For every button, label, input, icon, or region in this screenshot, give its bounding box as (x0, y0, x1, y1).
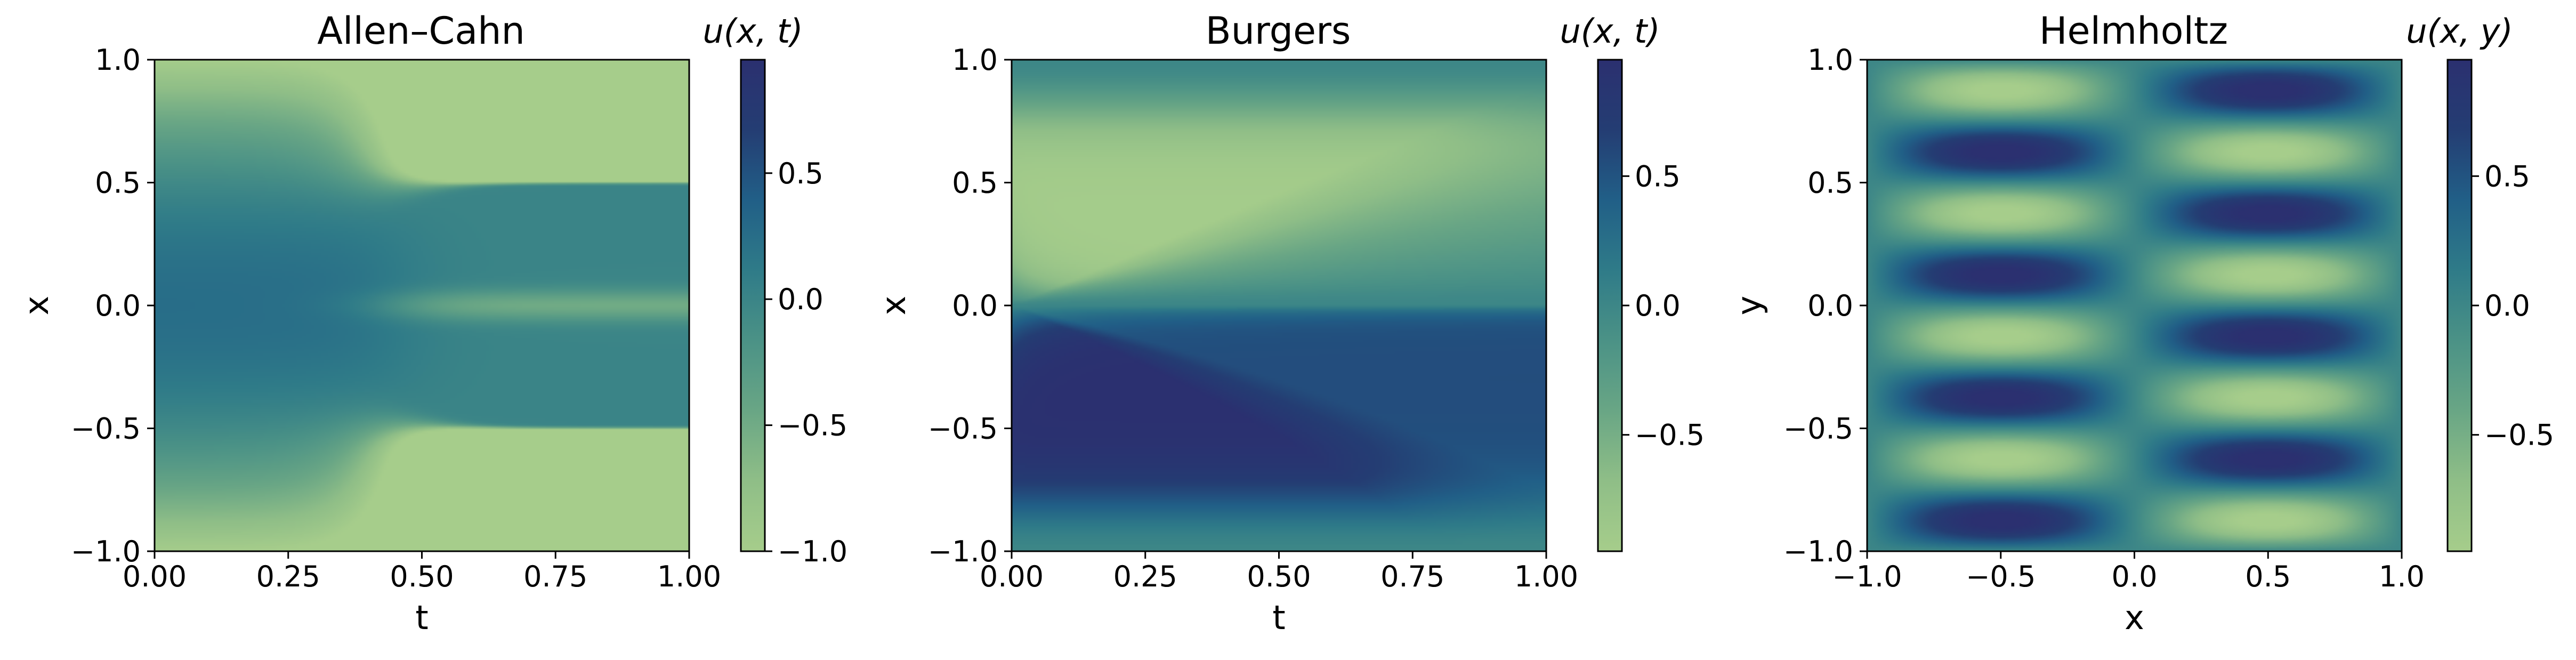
y-tick-label: 0.5 (1807, 166, 1853, 200)
y-tick-label: −0.5 (928, 412, 998, 446)
heatmap-image (1012, 60, 1546, 551)
y-tick-label: −1.0 (1783, 535, 1853, 568)
x-tick-label: 0.25 (1113, 560, 1177, 593)
y-tick-label: 0.0 (95, 289, 141, 323)
x-tick-label: 1.0 (2379, 560, 2425, 593)
colorbar-tick-label: 0.5 (2484, 159, 2530, 193)
chart-panel-3: −1.0 −0.5 0.0 0.5 1.0 −1.0 −0.5 0.0 0.5 1.0 Helmho… (1730, 9, 2554, 637)
x-tick-label: −1.0 (1832, 560, 1902, 593)
colorbar-tick-label: −0.5 (2484, 418, 2554, 452)
colorbar (2446, 59, 2473, 552)
x-tick-label: 0.25 (256, 560, 320, 593)
x-tick-label: 0.0 (2112, 560, 2158, 593)
heatmap-image (155, 60, 689, 551)
chart-panel-2: 0.00 0.25 0.50 0.75 1.00 −1.0 −0.5 0.0 0.5 1.0 Bur… (874, 9, 1705, 637)
y-tick-label: −1.0 (71, 535, 141, 568)
colorbar-label: u(x, t) (702, 12, 803, 51)
colorbar-label: u(x, t) (1560, 12, 1660, 51)
x-tick-label: 0.50 (390, 560, 454, 593)
y-axis-label: x (874, 296, 913, 316)
colorbar-tick-label: −1.0 (778, 535, 847, 568)
x-tick-label: 0.75 (1380, 560, 1444, 593)
y-axis-label: y (1730, 296, 1769, 316)
x-axis-label: t (1272, 598, 1285, 637)
x-tick-label: 0.75 (523, 560, 587, 593)
y-tick-label: 0.0 (952, 289, 998, 323)
x-tick-label: 0.50 (1247, 560, 1311, 593)
x-tick-label: 1.00 (1514, 560, 1578, 593)
chart-title: Burgers (1206, 9, 1351, 53)
colorbar-tick-label: −0.5 (1635, 418, 1705, 452)
chart-title: Allen–Cahn (317, 9, 525, 53)
x-tick-label: 1.00 (657, 560, 721, 593)
x-tick-label: 0.5 (2245, 560, 2291, 593)
colorbar-label: u(x, y) (2406, 12, 2513, 51)
y-tick-label: 1.0 (952, 43, 998, 77)
x-tick-label: 0.00 (123, 560, 187, 593)
colorbar-tick-label: 0.0 (2484, 289, 2530, 323)
y-tick-label: −0.5 (71, 412, 141, 446)
colorbar (740, 59, 766, 552)
colorbar (1597, 59, 1623, 552)
colorbar-tick-label: 0.0 (1635, 289, 1681, 323)
y-tick-label: 0.5 (952, 166, 998, 200)
y-tick-label: 0.0 (1807, 289, 1853, 323)
colorbar-tick-label: 0.5 (1635, 159, 1681, 193)
x-tick-label: −0.5 (1966, 560, 2036, 593)
colorbar-tick-label: −0.5 (778, 409, 847, 442)
x-axis-label: x (2125, 598, 2144, 637)
colorbar-tick-label: 0.5 (778, 157, 823, 190)
y-tick-label: −1.0 (928, 535, 998, 568)
y-tick-label: 0.5 (95, 166, 141, 200)
y-tick-label: 1.0 (1807, 43, 1853, 77)
x-tick-label: 0.00 (980, 560, 1044, 593)
colorbar-tick-label: 0.0 (778, 283, 823, 316)
x-axis-label: t (415, 598, 428, 637)
heatmap-image (1867, 60, 2402, 551)
chart-panel-1: 0.00 0.25 0.50 0.75 1.00 −1.0 −0.5 0.0 0.5 1.0 All… (17, 9, 847, 637)
y-tick-label: 1.0 (95, 43, 141, 77)
y-axis-label: x (17, 296, 56, 316)
y-tick-label: −0.5 (1783, 412, 1853, 446)
chart-title: Helmholtz (2039, 9, 2228, 53)
